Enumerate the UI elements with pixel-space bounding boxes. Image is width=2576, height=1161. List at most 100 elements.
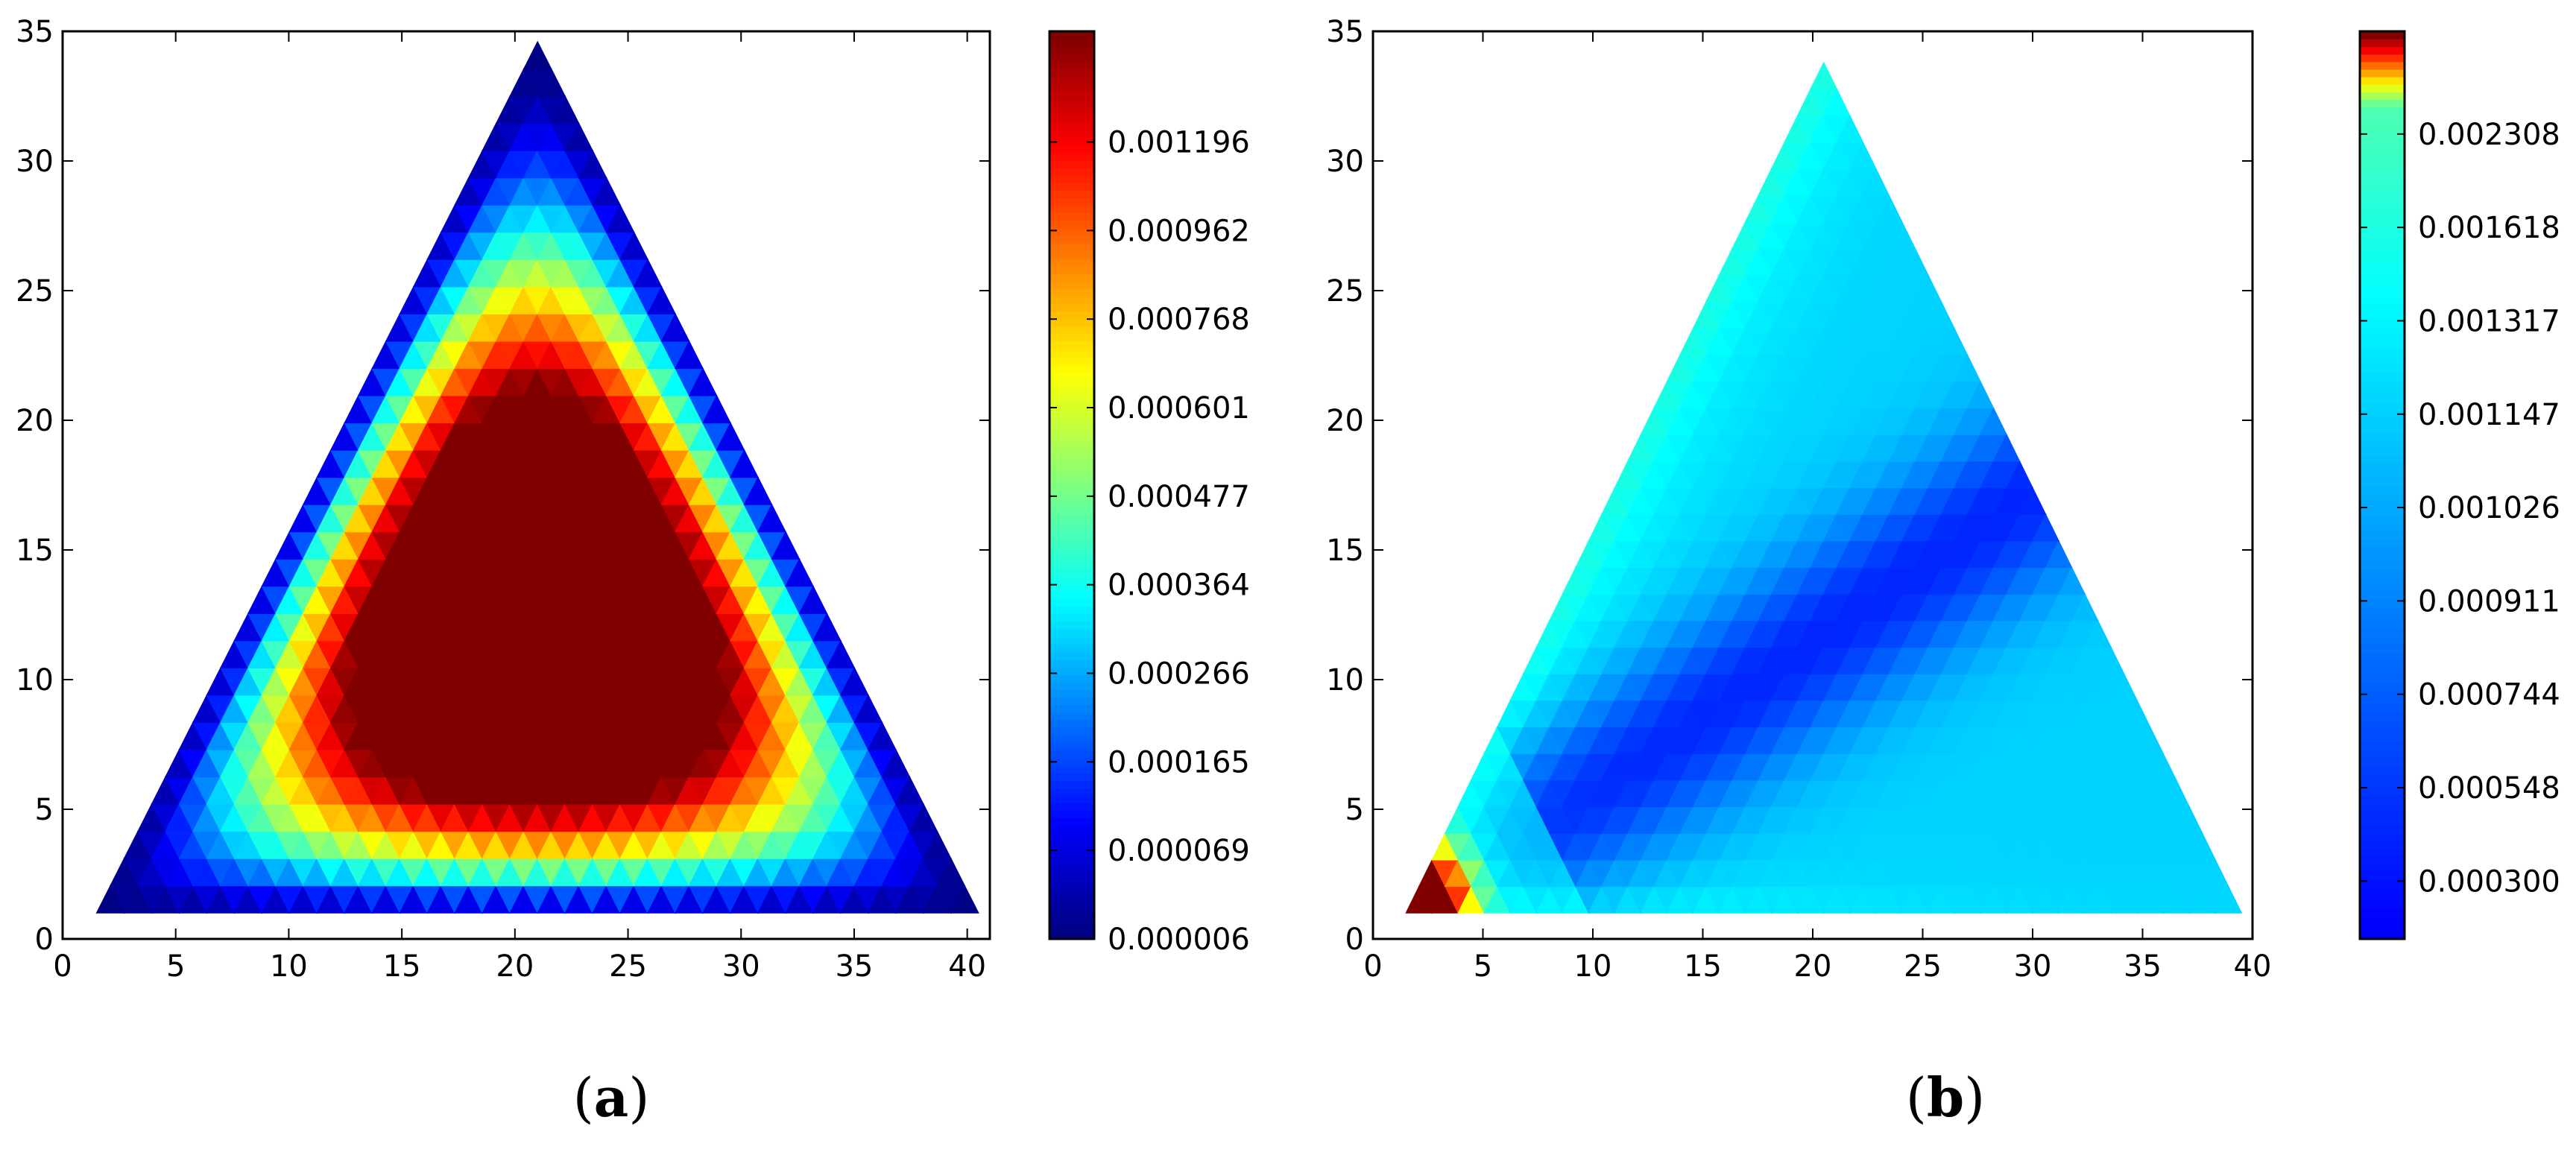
colorbar-swatch bbox=[1049, 636, 1094, 645]
colorbar-swatch bbox=[1049, 114, 1094, 123]
colorbar-swatch bbox=[2360, 227, 2405, 236]
colorbar-swatch bbox=[1049, 560, 1094, 569]
colorbar-swatch bbox=[1049, 326, 1094, 335]
colorbar-swatch bbox=[1049, 719, 1094, 728]
colorbar-swatch bbox=[1049, 803, 1094, 812]
colorbar-swatch bbox=[2360, 265, 2405, 274]
mesh-cell bbox=[2136, 726, 2165, 754]
mesh-cell bbox=[2032, 513, 2059, 542]
colorbar-swatch bbox=[1049, 689, 1094, 697]
colorbar-swatch bbox=[1049, 810, 1094, 819]
mesh-cell bbox=[2045, 540, 2073, 569]
colorbar-swatch bbox=[1049, 553, 1094, 562]
colorbar: 0.000006 0.000069 0.000165 0.000266 0.000364… bbox=[1048, 30, 1250, 957]
colorbar-swatch bbox=[2360, 424, 2405, 433]
colorbar-swatch bbox=[1049, 92, 1094, 101]
mesh-cell bbox=[1822, 88, 1851, 116]
mesh-cell bbox=[2175, 806, 2203, 834]
mesh-cell bbox=[894, 776, 924, 805]
x-tick-label: 25 bbox=[1904, 949, 1942, 984]
colorbar-swatch bbox=[2360, 893, 2405, 902]
colorbar-swatch bbox=[2360, 591, 2405, 600]
colorbar-swatch bbox=[2360, 288, 2405, 297]
colorbar-swatch bbox=[2360, 167, 2405, 176]
mesh-cell bbox=[550, 95, 580, 124]
colorbar-swatch bbox=[2360, 220, 2405, 229]
colorbar-swatch bbox=[2360, 447, 2405, 456]
colorbar-tick-label: 0.001026 bbox=[2418, 491, 2560, 525]
colorbar-swatch bbox=[1049, 923, 1094, 932]
colorbar-swatch bbox=[2360, 326, 2405, 335]
colorbar-swatch bbox=[2360, 379, 2405, 387]
x-tick-label: 20 bbox=[1794, 949, 1832, 984]
mesh-cell bbox=[1914, 273, 1942, 303]
mesh-cell bbox=[1979, 407, 2007, 435]
colorbar-swatch bbox=[1049, 765, 1094, 774]
colorbar-swatch bbox=[1049, 901, 1094, 910]
mesh-cell bbox=[757, 503, 786, 533]
mesh-cell bbox=[743, 476, 773, 505]
colorbar-swatch bbox=[1049, 855, 1094, 864]
colorbar-swatch bbox=[1049, 356, 1094, 365]
y-tick-label: 20 bbox=[1326, 404, 1364, 438]
colorbar-swatch bbox=[2360, 46, 2405, 55]
colorbar-tick-label: 0.001196 bbox=[1108, 126, 1250, 160]
colorbar-swatch bbox=[1049, 878, 1094, 887]
colorbar-swatch bbox=[2360, 107, 2405, 116]
mesh-cell bbox=[2214, 885, 2243, 914]
colorbar-swatch bbox=[1049, 364, 1094, 373]
mesh-cell bbox=[2018, 487, 2047, 515]
x-tick-label: 15 bbox=[383, 949, 421, 984]
colorbar-swatch bbox=[1049, 273, 1094, 282]
colorbar-swatch bbox=[1049, 379, 1094, 387]
y-tick-label: 10 bbox=[1326, 663, 1364, 697]
mesh-cell bbox=[1862, 168, 1890, 196]
mesh-cell bbox=[2110, 672, 2138, 701]
colorbar-swatch bbox=[2360, 356, 2405, 365]
colorbar-swatch bbox=[1049, 39, 1094, 48]
colorbar-swatch bbox=[2360, 493, 2405, 502]
colorbar-swatch bbox=[1049, 250, 1094, 259]
colorbar-tick-label: 0.001317 bbox=[2418, 304, 2560, 338]
colorbar-swatch bbox=[2360, 349, 2405, 358]
colorbar-swatch bbox=[2360, 727, 2405, 735]
colorbar-swatch bbox=[2360, 538, 2405, 546]
colorbar-swatch bbox=[1049, 779, 1094, 788]
colorbar-swatch bbox=[2360, 863, 2405, 872]
colorbar-swatch bbox=[1049, 545, 1094, 554]
colorbar-swatch bbox=[2360, 636, 2405, 645]
mesh-cell bbox=[1849, 141, 1877, 169]
colorbar-swatch bbox=[2360, 303, 2405, 312]
colorbar-swatch bbox=[1049, 152, 1094, 161]
colorbar-swatch bbox=[2360, 916, 2405, 925]
colorbar-tick-label: 0.002308 bbox=[2418, 118, 2560, 152]
colorbar-swatch bbox=[2360, 402, 2405, 411]
mesh-cell bbox=[881, 748, 911, 778]
colorbar-swatch bbox=[2360, 197, 2405, 206]
colorbar-swatch bbox=[2360, 583, 2405, 592]
colorbar-swatch bbox=[2360, 409, 2405, 418]
triangular-mesh bbox=[1405, 61, 2243, 914]
colorbar-swatch bbox=[2360, 795, 2405, 804]
mesh-cell bbox=[702, 394, 731, 424]
mesh-cell bbox=[564, 122, 594, 151]
colorbar-swatch bbox=[2360, 137, 2405, 146]
colorbar-swatch bbox=[1049, 54, 1094, 63]
colorbar-swatch bbox=[1049, 916, 1094, 925]
colorbar-swatch bbox=[1049, 863, 1094, 872]
colorbar-swatch bbox=[1049, 99, 1094, 108]
mesh-cell bbox=[1810, 61, 1838, 90]
colorbar-swatch bbox=[1049, 841, 1094, 849]
colorbar-swatch bbox=[1049, 205, 1094, 214]
colorbar-tick-label: 0.000768 bbox=[1108, 303, 1250, 337]
colorbar-swatch bbox=[2360, 205, 2405, 214]
colorbar-swatch bbox=[1049, 697, 1094, 706]
y-tick-label: 0 bbox=[1345, 923, 1364, 957]
colorbar-swatch bbox=[2360, 598, 2405, 607]
colorbar-swatch bbox=[2360, 76, 2405, 85]
colorbar-swatch bbox=[1049, 227, 1094, 236]
colorbar-swatch bbox=[1049, 167, 1094, 176]
colorbar-swatch bbox=[1049, 734, 1094, 743]
colorbar-swatch bbox=[1049, 712, 1094, 721]
colorbar-swatch bbox=[2360, 628, 2405, 637]
